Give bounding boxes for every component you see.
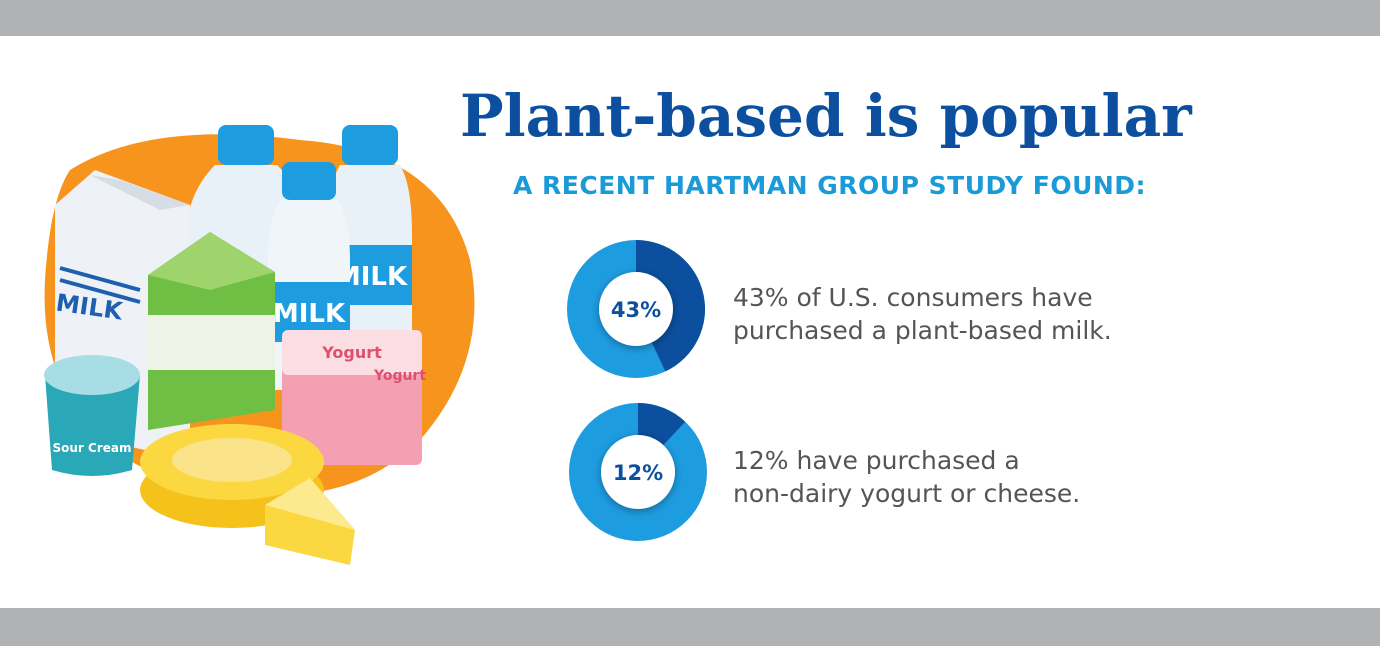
yogurt-label: Yogurt: [373, 368, 426, 384]
sour-cream-label: Sour Cream: [53, 441, 132, 455]
stat-text: 43% of U.S. consumers have: [733, 283, 1093, 312]
stat-text: non-dairy yogurt or cheese.: [733, 479, 1080, 508]
bottle-label: MILK: [273, 299, 346, 329]
stats: 43% 43% of U.S. consumers have purchased a…: [567, 240, 1112, 541]
donut-hole: [601, 435, 675, 509]
illustration: MILK MILK MILK Yogurt Yogurt: [44, 125, 475, 565]
subtitle: A RECENT HARTMAN GROUP STUDY FOUND:: [513, 171, 1146, 200]
cheese: [140, 424, 355, 565]
stat-text: 12% have purchased a: [733, 446, 1020, 475]
bottom-bar: [0, 608, 1380, 646]
stat-text: purchased a plant-based milk.: [733, 316, 1112, 345]
green-carton: [148, 232, 275, 430]
yogurt-label: Yogurt: [321, 343, 382, 362]
top-bar: [0, 0, 1380, 36]
title: Plant-based is popular: [460, 82, 1193, 150]
yogurt-cups: Yogurt Yogurt: [282, 330, 426, 465]
donut-hole: [599, 272, 673, 346]
donut-label: 43%: [611, 298, 661, 322]
donut-label: 12%: [613, 461, 663, 485]
sour-cream: Sour Cream: [44, 355, 140, 476]
